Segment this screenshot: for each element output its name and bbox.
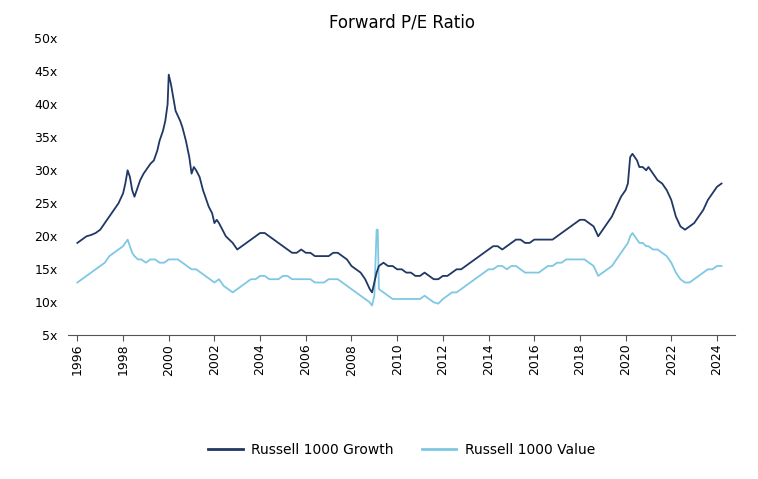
Title: Forward P/E Ratio: Forward P/E Ratio [329, 13, 475, 31]
Legend: Russell 1000 Growth, Russell 1000 Value: Russell 1000 Growth, Russell 1000 Value [203, 437, 600, 462]
